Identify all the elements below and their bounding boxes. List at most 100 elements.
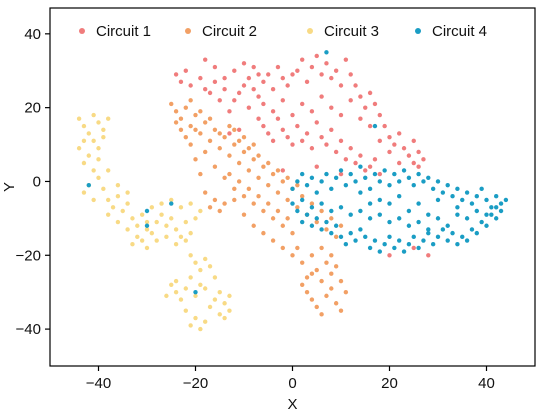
circuit-2-point <box>266 182 271 188</box>
circuit-1-point <box>309 146 315 151</box>
circuit-1-point <box>251 86 256 92</box>
circuit-4-point <box>455 205 460 210</box>
circuit-4-point <box>348 212 353 217</box>
circuit-2-point <box>314 219 319 225</box>
circuit-3-point <box>149 230 155 236</box>
circuit-3-point <box>207 304 213 310</box>
circuit-2-point <box>285 197 290 203</box>
circuit-2-point <box>212 197 218 203</box>
circuit-3-point <box>178 205 184 210</box>
circuit-2-point <box>304 275 310 280</box>
circuit-4-point <box>430 186 436 192</box>
circuit-1-point <box>246 105 252 110</box>
circuit-2-point <box>280 245 285 251</box>
circuit-2-point <box>314 267 319 273</box>
circuit-2-point <box>173 109 179 114</box>
circuit-2-point <box>324 227 329 232</box>
circuit-3-point <box>183 238 188 243</box>
circuit-1-point <box>188 83 193 88</box>
circuit-2-point <box>256 175 261 180</box>
circuit-3-point <box>169 197 174 203</box>
circuit-1-point <box>261 123 266 129</box>
circuit-4-point <box>440 227 446 232</box>
circuit-4-point <box>193 289 198 295</box>
circuit-4-point <box>319 201 324 206</box>
circuit-2-point <box>227 123 232 129</box>
circuit-1-point <box>387 149 392 155</box>
circuit-2-point <box>333 234 339 240</box>
circuit-1-point <box>309 109 315 114</box>
circuit-3-point <box>106 168 111 173</box>
legend-item-circuit-1: Circuit 1 <box>79 23 151 40</box>
circuit-3-point <box>193 315 198 321</box>
circuit-1-point <box>203 57 208 62</box>
circuit-1-point <box>207 90 213 96</box>
circuit-4-point <box>387 201 392 206</box>
data-points <box>76 50 509 332</box>
circuit-3-point <box>135 234 140 240</box>
circuit-3-point <box>227 308 232 313</box>
circuit-1-point <box>300 138 305 144</box>
circuit-1-point <box>348 98 353 103</box>
circuit-1-point <box>290 142 295 147</box>
circuit-3-point <box>101 134 106 140</box>
circuit-3-point <box>96 157 101 162</box>
circuit-2-point <box>270 238 276 243</box>
circuit-4-point <box>450 194 455 199</box>
circuit-4-point <box>353 179 358 184</box>
legend-marker <box>307 28 313 34</box>
circuit-2-point <box>212 164 218 169</box>
circuit-1-point <box>387 134 392 140</box>
circuit-3-point <box>144 227 150 232</box>
circuit-1-point <box>290 72 295 77</box>
circuit-2-point <box>198 109 203 114</box>
circuit-2-point <box>319 208 324 214</box>
circuit-4-point <box>498 208 504 214</box>
circuit-1-point <box>270 109 276 114</box>
circuit-3-point <box>193 216 198 221</box>
circuit-1-point <box>343 157 349 162</box>
circuit-2-point <box>251 201 256 206</box>
circuit-3-point <box>91 197 96 203</box>
circuit-1-point <box>319 134 324 140</box>
circuit-2-point <box>207 138 213 144</box>
y-tick-label: 40 <box>24 26 41 43</box>
circuit-3-point <box>169 282 174 288</box>
circuit-2-point <box>324 260 329 265</box>
circuit-4-point <box>387 182 392 188</box>
circuit-2-point <box>261 208 266 214</box>
circuit-4-point <box>435 234 441 240</box>
circuit-4-point <box>377 179 382 184</box>
circuit-3-point <box>96 175 101 180</box>
circuit-1-point <box>309 64 315 70</box>
circuit-4-point <box>382 168 387 173</box>
circuit-1-point <box>401 146 407 151</box>
circuit-2-point <box>251 142 256 147</box>
circuit-2-point <box>324 293 329 299</box>
x-tick-label: 20 <box>381 375 398 392</box>
circuit-1-point <box>411 138 416 144</box>
circuit-1-point <box>387 253 392 258</box>
circuit-4-point <box>367 186 373 192</box>
circuit-3-point <box>203 286 208 291</box>
circuit-3-point <box>183 308 188 313</box>
circuit-4-point <box>377 249 382 254</box>
circuit-4-point <box>377 212 382 217</box>
circuit-2-point <box>169 101 174 107</box>
circuit-3-point <box>139 238 145 243</box>
y-tick-label: −40 <box>16 321 41 338</box>
circuit-3-point <box>144 219 150 225</box>
circuit-3-point <box>188 201 193 206</box>
circuit-4-point <box>304 212 310 217</box>
circuit-4-point <box>455 186 460 192</box>
circuit-2-point <box>333 264 339 269</box>
circuit-4-point <box>406 208 412 214</box>
circuit-4-point <box>460 197 465 203</box>
circuit-3-point <box>86 131 92 136</box>
circuit-3-point <box>91 138 96 144</box>
circuit-2-point <box>266 201 271 206</box>
circuit-2-point <box>188 98 193 103</box>
circuit-4-point <box>363 175 368 180</box>
circuit-2-point <box>295 182 300 188</box>
circuit-4-point <box>450 230 455 236</box>
